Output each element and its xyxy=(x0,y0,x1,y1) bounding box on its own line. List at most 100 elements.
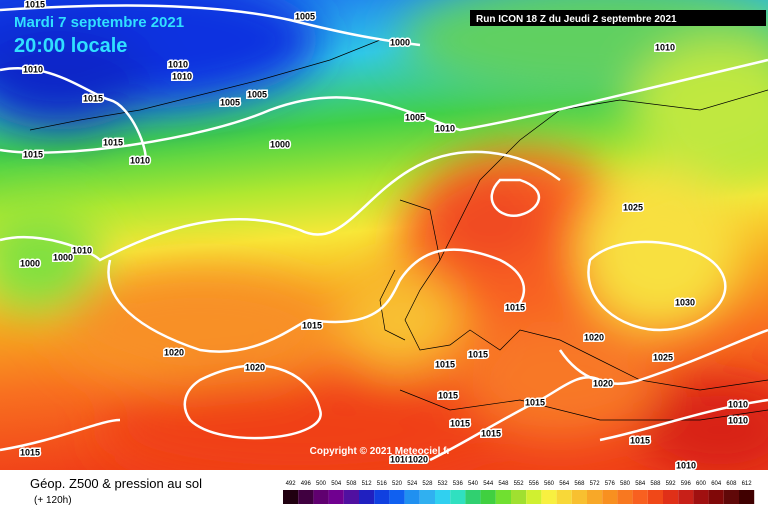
scale-label: 572 xyxy=(590,481,601,487)
forecast-date: Mardi 7 septembre 2021 xyxy=(14,14,184,31)
scale-swatch xyxy=(556,490,572,504)
scale-swatch xyxy=(708,490,724,504)
isobar-label: 1025 xyxy=(623,202,643,212)
scale-swatch xyxy=(328,490,344,504)
map-background xyxy=(0,0,768,480)
isobar-label: 1005 xyxy=(220,97,240,107)
scale-label: 556 xyxy=(529,481,540,487)
isobar-label: 1015 xyxy=(83,93,103,103)
isobar-label: 1030 xyxy=(675,297,695,307)
scale-label: 520 xyxy=(392,481,403,487)
scale-label: 596 xyxy=(681,481,692,487)
scale-swatch xyxy=(739,490,755,504)
scale-label: 608 xyxy=(726,481,737,487)
scale-swatch xyxy=(495,490,511,504)
isobar-label: 1015 xyxy=(438,390,458,400)
scale-swatch xyxy=(283,490,299,504)
isobar-label: 1010 xyxy=(168,59,188,69)
scale-swatch xyxy=(571,490,587,504)
copyright: Copyright © 2021 Meteociel.fr xyxy=(310,446,451,457)
scale-label: 604 xyxy=(711,481,722,487)
isobar-label: 1010 xyxy=(72,245,92,255)
scale-label: 528 xyxy=(422,481,433,487)
scale-label: 588 xyxy=(650,481,661,487)
scale-label: 536 xyxy=(453,481,464,487)
isobar-label: 1005 xyxy=(247,89,267,99)
isobar-label: 1010 xyxy=(130,155,150,165)
scale-label: 560 xyxy=(544,481,555,487)
scale-label: 532 xyxy=(438,481,449,487)
isobar-label: 1005 xyxy=(295,11,315,21)
scale-swatch xyxy=(632,490,648,504)
scale-label: 612 xyxy=(742,481,753,487)
isobar-label: 1010 xyxy=(728,399,748,409)
scale-label: 552 xyxy=(514,481,525,487)
isobar-label: 1015 xyxy=(468,349,488,359)
isobar-label: 1020 xyxy=(584,332,604,342)
forecast-time: 20:00 locale xyxy=(14,35,127,57)
scale-label: 516 xyxy=(377,481,388,487)
scale-label: 568 xyxy=(574,481,585,487)
scale-swatch xyxy=(602,490,618,504)
scale-swatch xyxy=(298,490,314,504)
scale-swatch xyxy=(678,490,694,504)
scale-label: 512 xyxy=(362,481,373,487)
scale-label: 544 xyxy=(483,481,494,487)
scale-label: 496 xyxy=(301,481,312,487)
isobar-label: 1010 xyxy=(390,454,410,464)
isobar-label: 1010 xyxy=(435,123,455,133)
isobar-label: 1000 xyxy=(390,37,410,47)
scale-swatch xyxy=(359,490,375,504)
scale-swatch xyxy=(511,490,527,504)
scale-label: 580 xyxy=(620,481,631,487)
isobar-label: 1000 xyxy=(53,252,73,262)
isobar-label: 1005 xyxy=(405,112,425,122)
scale-swatch xyxy=(541,490,557,504)
scale-label: 524 xyxy=(407,481,418,487)
isobar-label: 1015 xyxy=(20,447,40,457)
isobar-label: 1015 xyxy=(630,435,650,445)
scale-swatch xyxy=(313,490,329,504)
scale-label: 584 xyxy=(635,481,646,487)
legend-title: Géop. Z500 & pression au sol xyxy=(30,476,202,491)
scale-swatch xyxy=(587,490,603,504)
isobar-label: 1020 xyxy=(593,378,613,388)
scale-swatch xyxy=(663,490,679,504)
scale-label: 600 xyxy=(696,481,707,487)
legend-subtitle: (+ 120h) xyxy=(34,495,72,506)
scale-label: 508 xyxy=(346,481,357,487)
isobars xyxy=(0,4,768,462)
isobar-label: 1015 xyxy=(450,418,470,428)
scale-label: 576 xyxy=(605,481,616,487)
scale-swatch xyxy=(693,490,709,504)
scale-swatch xyxy=(480,490,496,504)
scale-swatch xyxy=(435,490,451,504)
scale-swatch xyxy=(419,490,435,504)
isobar-label: 1010 xyxy=(655,42,675,52)
scale-label: 564 xyxy=(559,481,570,487)
isobar-label: 1015 xyxy=(25,0,45,9)
run-box xyxy=(470,10,766,26)
scale-swatch xyxy=(374,490,390,504)
scale-label: 540 xyxy=(468,481,479,487)
isobar-label: 1010 xyxy=(728,415,748,425)
scale-label: 500 xyxy=(316,481,327,487)
isobar-label: 1015 xyxy=(103,137,123,147)
isobar-label: 1015 xyxy=(435,359,455,369)
scale-swatch xyxy=(647,490,663,504)
scale-label: 592 xyxy=(666,481,677,487)
isobar-label: 1015 xyxy=(525,397,545,407)
scale-label: 504 xyxy=(331,481,342,487)
isobar-label: 1010 xyxy=(676,460,696,470)
scale-swatch xyxy=(723,490,739,504)
scale-swatch xyxy=(389,490,405,504)
isobar-label: 1010 xyxy=(23,64,43,74)
isobar-label: 1015 xyxy=(302,320,322,330)
isobar-label: 1000 xyxy=(270,139,290,149)
scale-label: 548 xyxy=(498,481,509,487)
run-info: Run ICON 18 Z du Jeudi 2 septembre 2021 xyxy=(476,14,677,25)
color-scale: 492 496 500 504 508 512 516 520 524 528 532 536 540 5… xyxy=(283,481,755,504)
scale-label: 492 xyxy=(286,481,297,487)
